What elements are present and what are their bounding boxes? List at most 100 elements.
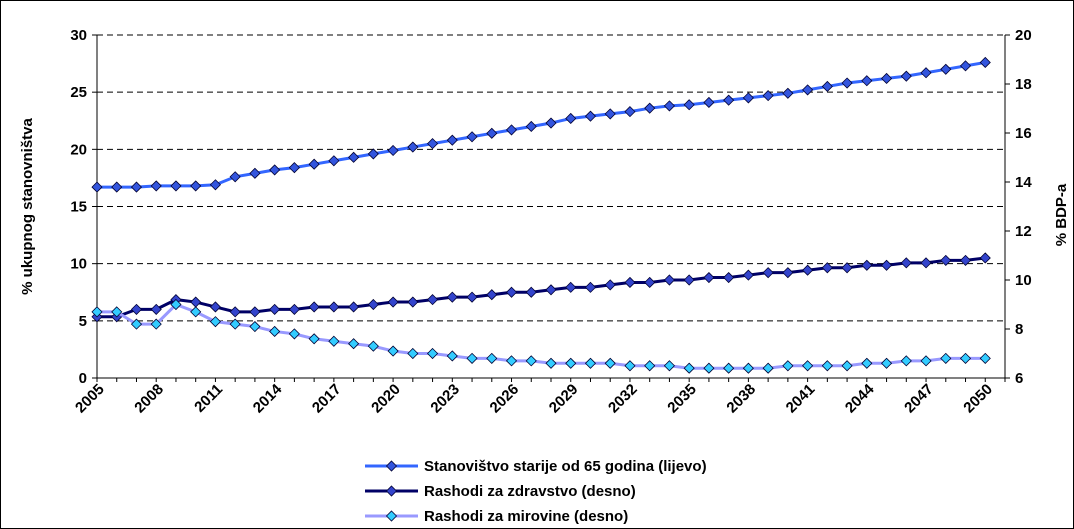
data-point [505,286,518,298]
data-point [545,284,557,296]
data-point [505,124,518,136]
data-point [683,362,695,374]
data-point [663,360,676,372]
data-point [861,259,873,271]
data-point [269,325,281,338]
legend-marker [385,510,398,522]
data-point [209,301,222,313]
x-tick-label: 2005 [72,381,108,417]
legend-marker [385,485,398,497]
data-point [920,355,932,367]
data-point [387,144,399,157]
data-point [170,180,182,192]
data-point [624,106,636,118]
y-axis-title: % ukupnog stanovništva [19,118,36,295]
data-point [723,271,735,284]
data-point [308,333,320,345]
legend-marker [385,460,398,472]
data-point [150,180,162,192]
data-point [190,180,202,192]
y-tick-label: 0 [79,370,87,387]
data-point [446,291,458,303]
data-point [505,355,518,367]
data-point [644,276,656,289]
data-point [367,148,379,160]
data-point [861,357,873,369]
y2-tick-label: 8 [1015,321,1023,338]
data-point [782,360,794,372]
data-point [742,269,754,281]
data-point [426,294,439,306]
y-tick-label: 10 [70,256,87,273]
data-point [663,274,676,286]
data-point [565,112,577,125]
data-point [959,60,972,72]
data-point [407,347,419,360]
data-point [308,301,320,313]
data-point [624,276,636,289]
data-point [920,257,932,269]
data-point [288,162,300,174]
data-point [624,360,636,372]
data-point [308,158,320,170]
data-point [663,100,676,112]
data-point [545,117,557,129]
data-point [525,355,537,367]
data-point [802,264,814,276]
data-point [426,138,439,150]
x-tick-label: 2011 [191,381,226,416]
data-point [644,102,656,114]
data-point [940,63,952,75]
data-point [584,357,597,369]
data-point [604,279,616,291]
data-point [190,296,202,308]
legend-label: Stanovištvo starije od 65 godina (lijevo… [424,458,707,475]
data-point [584,110,597,122]
data-point [111,181,123,193]
data-point [150,303,162,315]
legend-label: Rashodi za zdravstvo (desno) [424,483,636,500]
data-point [979,252,991,264]
data-point [466,131,478,143]
data-point [209,179,222,191]
data-point [683,99,695,111]
y2-tick-label: 18 [1015,76,1032,93]
series-line [97,256,986,319]
data-point [900,257,912,269]
data-point [604,108,616,120]
data-point [545,357,557,369]
data-point [584,281,597,293]
data-point [426,347,439,360]
data-point [644,360,656,372]
data-point [91,181,103,193]
data-point [466,291,478,303]
data-point [841,360,853,372]
data-point [959,352,972,364]
y2-tick-label: 12 [1015,223,1032,240]
data-point [249,320,261,333]
data-point [821,80,833,93]
data-point [348,338,360,350]
y-tick-label: 15 [70,199,87,216]
data-point [229,306,241,318]
data-point [130,318,143,330]
x-tick-label: 2008 [131,381,167,417]
data-point [387,345,399,357]
data-point [229,171,241,183]
data-point [703,271,715,284]
data-point [328,335,340,347]
data-point [288,303,300,315]
x-tick-label: 2041 [783,381,819,417]
data-point [565,281,577,293]
y-tick-label: 30 [70,27,87,44]
data-point [900,355,912,367]
data-point [190,306,202,318]
x-tick-label: 2032 [605,381,641,417]
data-point [900,70,912,82]
data-point [130,181,143,193]
x-tick-label: 2029 [546,381,582,417]
y-tick-label: 25 [70,84,87,101]
data-point [209,316,222,328]
data-point [802,360,814,372]
x-tick-label: 2038 [723,381,759,417]
